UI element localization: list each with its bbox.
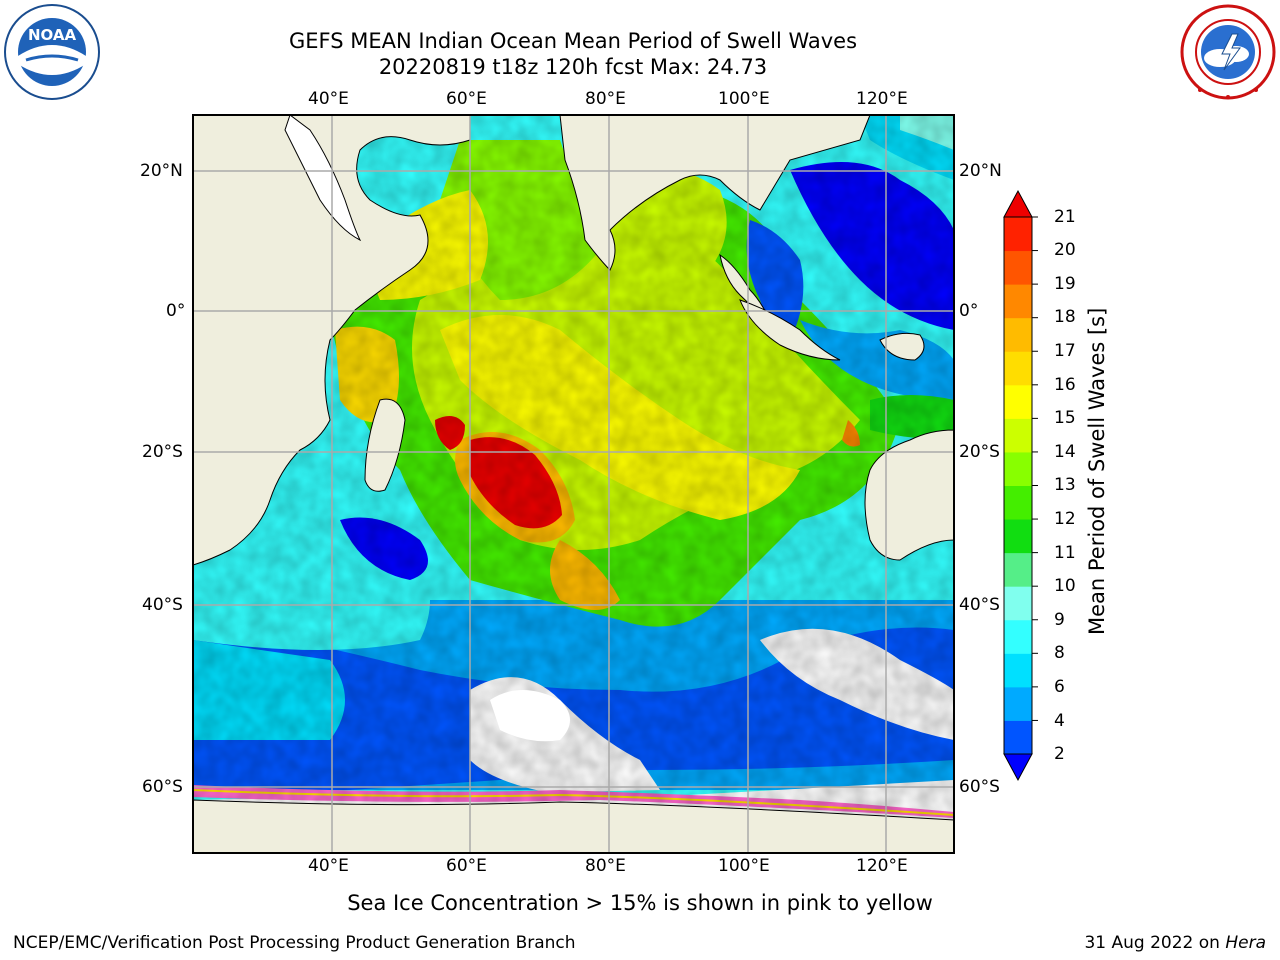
lon-label-top-80e: 80°E: [585, 89, 626, 109]
colorbar-tick-label: 9: [1054, 610, 1065, 630]
lon-label-bottom-120e: 120°E: [856, 856, 908, 876]
sulawesi: [879, 332, 925, 361]
lat-label-left-40s: 40°S: [142, 595, 183, 615]
india-asia: [470, 115, 871, 271]
sea-ice-note: Sea Ice Concentration > 15% is shown in …: [347, 891, 933, 915]
title-line-1: GEFS MEAN Indian Ocean Mean Period of Sw…: [288, 29, 858, 53]
sumatra-java: [739, 299, 841, 361]
colorbar-tick-label: 20: [1054, 240, 1076, 260]
antarctica: [193, 799, 954, 853]
colorbar-tick-label: 2: [1054, 744, 1065, 764]
sea-ice-note-row: Sea Ice Concentration > 15% is shown in …: [0, 891, 1280, 915]
lat-label-left-20s: 20°S: [142, 442, 183, 462]
colorbar-tick-label: 13: [1054, 475, 1076, 495]
run-date: 31 Aug 2022 on Hera: [1084, 933, 1266, 953]
noaa-logo-text: NOAA: [28, 26, 77, 44]
colorbar-tick-label: 10: [1054, 576, 1076, 596]
lat-label-right-60s: 60°S: [959, 777, 1000, 797]
colorbar-tick-label: 4: [1054, 711, 1065, 731]
colorbar-tick-label: 21: [1054, 207, 1076, 227]
run-date-text: 31 Aug 2022 on: [1084, 933, 1226, 953]
lon-label-bottom-80e: 80°E: [585, 856, 626, 876]
colorbar-tick-label: 11: [1054, 543, 1076, 563]
nws-logo: [1180, 4, 1276, 100]
title-line-2: 20220819 t18z 120h fcst Max: 24.73: [378, 55, 768, 79]
noaa-logo: NOAA: [4, 4, 100, 100]
colorbar-label: Mean Period of Swell Waves [s]: [1085, 307, 1109, 635]
madagascar: [364, 398, 406, 492]
map-frame: [192, 114, 955, 854]
graticule: [193, 115, 954, 853]
run-machine: Hera: [1225, 933, 1266, 953]
lon-label-bottom-60e: 60°E: [446, 856, 487, 876]
lat-label-right-20s: 20°S: [959, 442, 1000, 462]
lat-label-left-20n: 20°N: [140, 161, 183, 181]
lon-label-bottom-100e: 100°E: [718, 856, 770, 876]
lat-label-left-0: 0°: [166, 301, 186, 321]
colorbar-tick-label: 18: [1054, 307, 1076, 327]
colorbar-tick-label: 6: [1054, 677, 1065, 697]
lat-label-left-60s: 60°S: [142, 777, 183, 797]
lon-label-top-40e: 40°E: [308, 89, 349, 109]
australia: [864, 300, 954, 561]
lat-label-right-40s: 40°S: [959, 595, 1000, 615]
colorbar-tick-label: 16: [1054, 375, 1076, 395]
colorbar-tick-label: 8: [1054, 643, 1065, 663]
colorbar-tick-label: 14: [1054, 442, 1076, 462]
lon-label-bottom-40e: 40°E: [308, 856, 349, 876]
lat-label-right-20n: 20°N: [959, 161, 1002, 181]
credit-text: NCEP/EMC/Verification Post Processing Pr…: [13, 933, 576, 953]
lon-label-top-120e: 120°E: [856, 89, 908, 109]
colorbar-tick-label: 17: [1054, 341, 1076, 361]
colorbar-tick-label: 12: [1054, 509, 1076, 529]
lon-label-top-60e: 60°E: [446, 89, 487, 109]
colorbar-tick-label: 15: [1054, 408, 1076, 428]
lat-label-right-0: 0°: [959, 301, 979, 321]
lon-label-top-100e: 100°E: [718, 89, 770, 109]
colorbar-tick-label: 19: [1054, 274, 1076, 294]
